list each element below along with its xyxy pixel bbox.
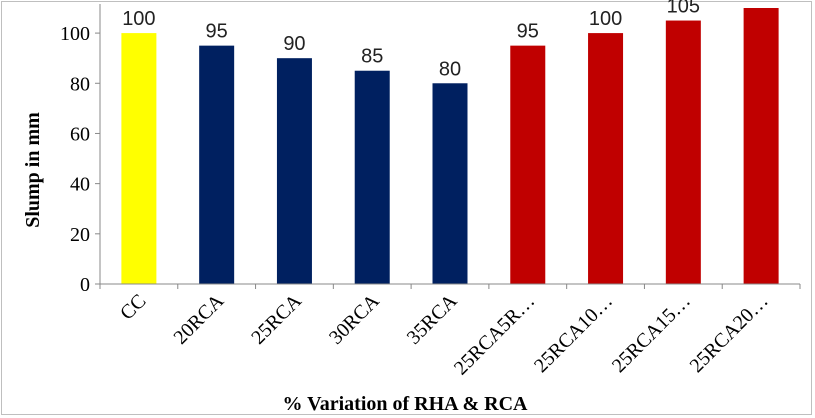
- bar-30rca: [354, 70, 390, 285]
- data-label: 80: [439, 58, 461, 80]
- y-tick-label: 40: [70, 174, 90, 196]
- category-label: 25RCA10…: [530, 290, 617, 377]
- data-label: 100: [122, 8, 155, 30]
- bars-group: [121, 8, 779, 285]
- bar-cc: [121, 33, 157, 284]
- y-ticks-group: 0 20 40 60 80 100: [60, 23, 100, 296]
- category-label: 35RCA: [403, 290, 462, 349]
- y-axis-title: Slump in mm: [22, 112, 44, 228]
- data-label: 85: [361, 46, 383, 68]
- axes-group: [99, 4, 801, 289]
- data-label: 105: [667, 0, 700, 18]
- y-tick-label: 80: [70, 73, 90, 95]
- bar-20rca: [199, 45, 235, 284]
- category-labels-group: CC 20RCA 25RCA 30RCA 35RCA25RCA5R…25RCA10…25…: [116, 290, 773, 380]
- data-labels-group: 100 95 90 85 80 95 100 105 110: [122, 0, 777, 80]
- category-label: 25RCA: [247, 290, 306, 349]
- bar-25rca5r: [510, 45, 546, 284]
- data-label: 100: [589, 8, 622, 30]
- data-label: 95: [517, 21, 539, 43]
- data-label: 110: [745, 0, 777, 5]
- category-label: 25RCA20…: [686, 290, 773, 377]
- data-label: 90: [283, 33, 305, 55]
- y-tick-label: 0: [80, 274, 90, 296]
- category-label: 25RCA15…: [608, 290, 695, 377]
- x-axis-title: % Variation of RHA & RCA: [282, 393, 528, 415]
- bar-25rca15: [665, 20, 701, 285]
- category-label: 20RCA: [169, 290, 228, 349]
- y-tick-label: 60: [70, 123, 90, 145]
- bar-25rca: [276, 58, 312, 284]
- bar-25rca20: [743, 8, 779, 284]
- bar-25rca10: [588, 33, 624, 284]
- category-label: 30RCA: [325, 290, 384, 349]
- data-label: 95: [206, 21, 228, 43]
- category-label: CC: [116, 290, 150, 324]
- y-tick-label: 100: [60, 23, 90, 45]
- y-tick-label: 20: [70, 224, 90, 246]
- category-label: 25RCA5R…: [450, 290, 539, 379]
- bar-35rca: [432, 83, 468, 284]
